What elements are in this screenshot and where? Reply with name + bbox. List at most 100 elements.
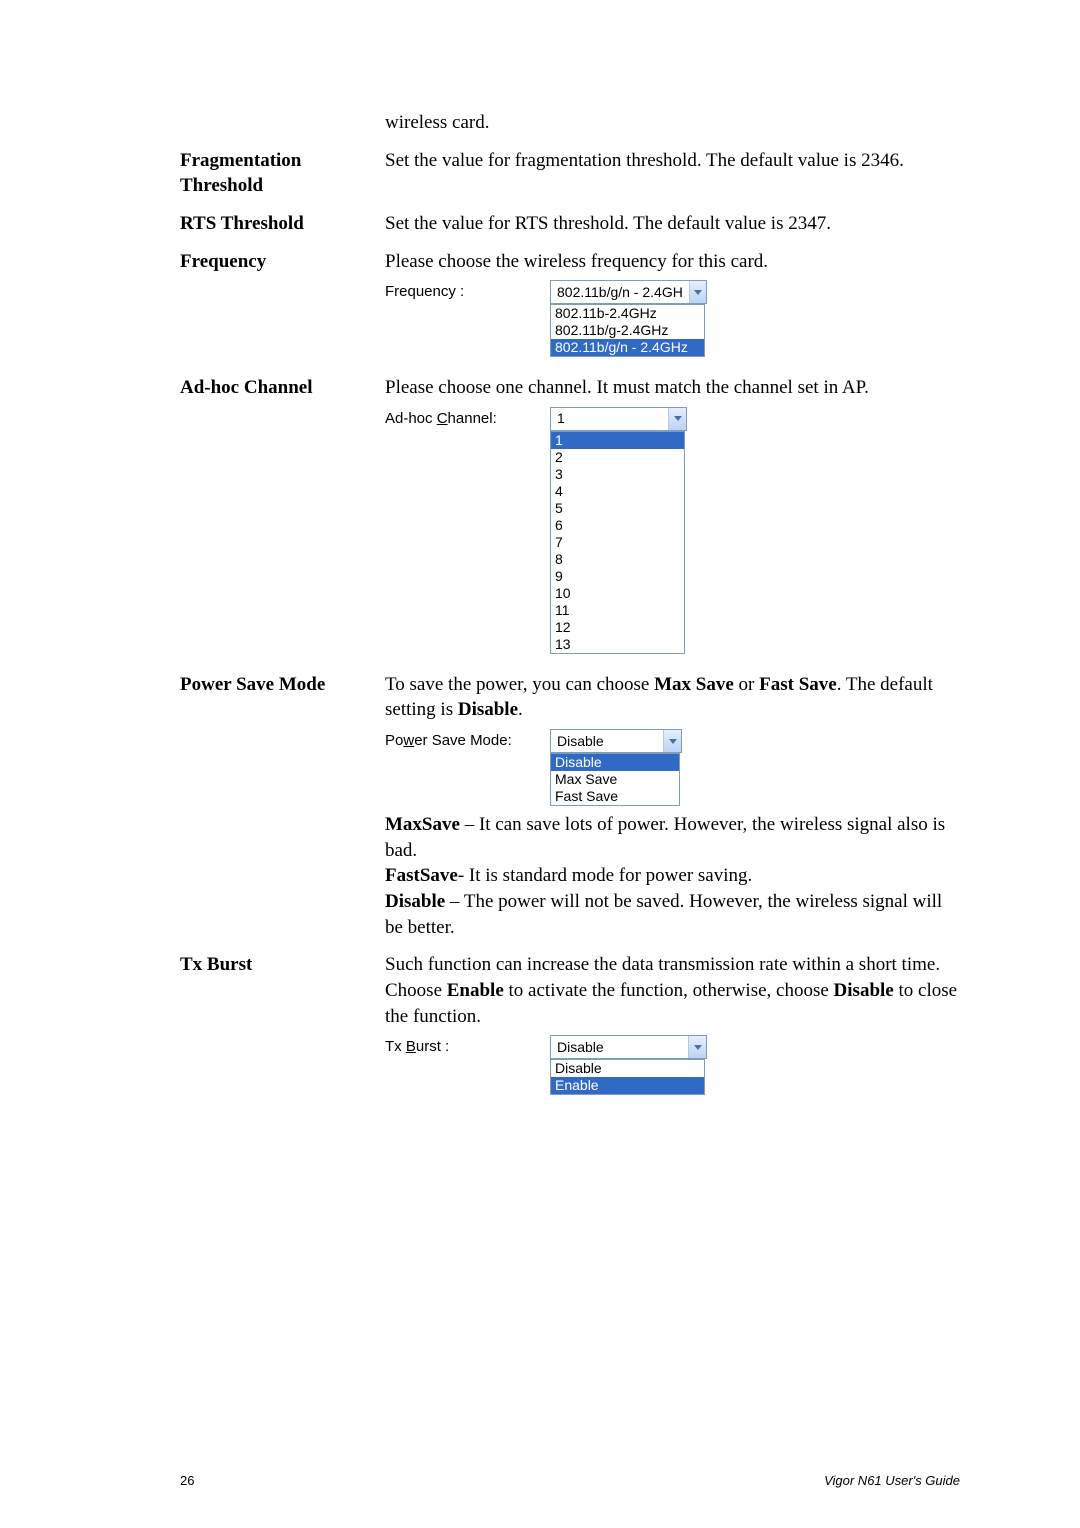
dropdown-option[interactable]: Fast Save	[551, 788, 679, 805]
adhoc-dd-wrap: 1 12345678910111213	[550, 407, 687, 654]
dropdown-option[interactable]: 12	[551, 619, 684, 636]
dropdown-option[interactable]: 1	[551, 432, 684, 449]
psm-desc-pre: To save the power, you can choose	[385, 674, 654, 695]
frequency-selected-text: 802.11b/g/n - 2.4GH	[551, 283, 689, 302]
psm-note-1: – It can save lots of power. However, th…	[385, 814, 945, 861]
dropdown-option[interactable]: Disable	[551, 1060, 704, 1077]
psm-desc-b1: Max Save	[654, 674, 734, 695]
psm-note-fastsave: FastSave- It is standard mode for power …	[385, 863, 960, 889]
frequency-dropdown[interactable]: 802.11b/g/n - 2.4GH	[550, 280, 707, 304]
psm-desc-b2: Fast Save	[759, 674, 837, 695]
adhoc-channel-dropdown[interactable]: 1	[550, 407, 687, 431]
psm-ui-label: Power Save Mode:	[385, 729, 550, 751]
frequency-option-list[interactable]: 802.11b-2.4GHz802.11b/g-2.4GHz802.11b/g/…	[550, 304, 705, 357]
dropdown-option[interactable]: 11	[551, 602, 684, 619]
dropdown-option[interactable]: Max Save	[551, 771, 679, 788]
psm-notes: MaxSave – It can save lots of power. How…	[385, 812, 960, 940]
document-page: wireless card. Fragmentation Threshold S…	[0, 0, 1080, 1528]
txb-option-list[interactable]: DisableEnable	[550, 1059, 705, 1095]
adhoc-ui-label: Ad-hoc Channel:	[385, 407, 550, 429]
psm-note-b2: FastSave	[385, 865, 458, 886]
freq-ui-label: Frequency :	[385, 280, 550, 302]
dropdown-option[interactable]: 7	[551, 534, 684, 551]
psm-option-list[interactable]: DisableMax SaveFast Save	[550, 753, 680, 806]
rts-label: RTS Threshold	[180, 211, 385, 237]
psm-desc-col: To save the power, you can choose Max Sa…	[385, 672, 960, 940]
frag-desc: Set the value for fragmentation threshol…	[385, 148, 960, 174]
txb-ui-label-ul: B	[406, 1038, 416, 1055]
txb-selected-text: Disable	[551, 1038, 688, 1057]
chevron-down-icon	[663, 730, 681, 752]
psm-desc-mid: or	[734, 674, 759, 695]
row-fragmentation: Fragmentation Threshold Set the value fo…	[180, 148, 960, 199]
chevron-down-icon	[689, 281, 706, 303]
txb-desc-b1: Enable	[447, 980, 504, 1001]
dropdown-option[interactable]: Disable	[551, 754, 679, 771]
dropdown-option[interactable]: 6	[551, 517, 684, 534]
dropdown-option[interactable]: 4	[551, 483, 684, 500]
adhoc-selected-text: 1	[551, 409, 668, 428]
chevron-down-icon	[688, 1036, 706, 1058]
freq-ui: Frequency : 802.11b/g/n - 2.4GH 802.11b-…	[385, 280, 960, 357]
txb-selected: Disable	[551, 1036, 706, 1058]
psm-note-maxsave: MaxSave – It can save lots of power. How…	[385, 812, 960, 863]
dropdown-option[interactable]: 8	[551, 551, 684, 568]
txb-desc-b2: Disable	[834, 980, 894, 1001]
adhoc-selected: 1	[551, 408, 686, 430]
page-number: 26	[180, 1473, 194, 1488]
row-psm: Power Save Mode To save the power, you c…	[180, 672, 960, 940]
wireless-tail-text: wireless card.	[385, 110, 960, 136]
psm-selected-text: Disable	[551, 732, 663, 751]
psm-dd-wrap: Disable DisableMax SaveFast Save	[550, 729, 682, 806]
power-save-dropdown[interactable]: Disable	[550, 729, 682, 753]
guide-name: Vigor N61 User's Guide	[824, 1473, 960, 1488]
psm-ui-label-ul: w	[403, 732, 414, 749]
row-frequency: Frequency Please choose the wireless fre…	[180, 249, 960, 364]
dropdown-option[interactable]: 5	[551, 500, 684, 517]
row-adhoc: Ad-hoc Channel Please choose one channel…	[180, 375, 960, 660]
psm-note-b3: Disable	[385, 891, 445, 912]
dropdown-option[interactable]: 2	[551, 449, 684, 466]
psm-note-b1: MaxSave	[385, 814, 460, 835]
freq-desc-col: Please choose the wireless frequency for…	[385, 249, 960, 364]
row-txburst: Tx Burst Such function can increase the …	[180, 952, 960, 1101]
txb-ui-label: Tx Burst :	[385, 1035, 550, 1057]
dropdown-option[interactable]: 13	[551, 636, 684, 653]
dropdown-option[interactable]: 802.11b/g/n - 2.4GHz	[551, 339, 704, 356]
dropdown-option[interactable]: 9	[551, 568, 684, 585]
txb-ui: Tx Burst : Disable DisableEnable	[385, 1035, 960, 1095]
txb-desc-mid: to activate the function, otherwise, cho…	[504, 980, 834, 1001]
psm-note-3: – The power will not be saved. However, …	[385, 891, 942, 938]
txb-ui-label-post: urst :	[416, 1038, 449, 1055]
psm-note-2: - It is standard mode for power saving.	[458, 865, 752, 886]
row-rts: RTS Threshold Set the value for RTS thre…	[180, 211, 960, 237]
freq-dd-wrap: 802.11b/g/n - 2.4GH 802.11b-2.4GHz802.11…	[550, 280, 707, 357]
adhoc-ui-label-pre: Ad-hoc	[385, 410, 437, 427]
psm-desc-end: .	[518, 699, 523, 720]
row-wireless-tail: wireless card.	[180, 110, 960, 136]
txb-desc-col: Such function can increase the data tran…	[385, 952, 960, 1101]
psm-note-disable: Disable – The power will not be saved. H…	[385, 889, 960, 940]
psm-selected: Disable	[551, 730, 681, 752]
adhoc-desc: Please choose one channel. It must match…	[385, 375, 960, 401]
psm-ui-label-pre: Po	[385, 732, 403, 749]
rts-desc: Set the value for RTS threshold. The def…	[385, 211, 960, 237]
txb-ui-label-pre: Tx	[385, 1038, 406, 1055]
dropdown-option[interactable]: 3	[551, 466, 684, 483]
tx-burst-dropdown[interactable]: Disable	[550, 1035, 707, 1059]
txb-dd-wrap: Disable DisableEnable	[550, 1035, 707, 1095]
frequency-selected: 802.11b/g/n - 2.4GH	[551, 281, 706, 303]
adhoc-ui: Ad-hoc Channel: 1 12345678910111213	[385, 407, 960, 654]
dropdown-option[interactable]: 10	[551, 585, 684, 602]
psm-label: Power Save Mode	[180, 672, 385, 698]
adhoc-label: Ad-hoc Channel	[180, 375, 385, 401]
frag-label: Fragmentation Threshold	[180, 148, 385, 199]
dropdown-option[interactable]: Enable	[551, 1077, 704, 1094]
chevron-down-icon	[668, 408, 686, 430]
dropdown-option[interactable]: 802.11b/g-2.4GHz	[551, 322, 704, 339]
adhoc-option-list[interactable]: 12345678910111213	[550, 431, 685, 654]
psm-ui-label-post: er Save Mode:	[414, 732, 512, 749]
adhoc-ui-label-post: hannel:	[448, 410, 497, 427]
dropdown-option[interactable]: 802.11b-2.4GHz	[551, 305, 704, 322]
adhoc-desc-col: Please choose one channel. It must match…	[385, 375, 960, 660]
